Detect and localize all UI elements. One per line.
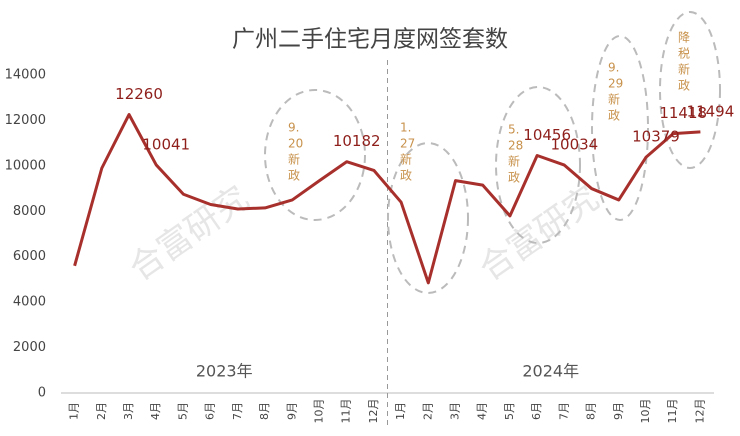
x-tick-label: 5月 xyxy=(176,402,189,420)
data-label: 10034 xyxy=(550,136,598,154)
annotation-text: 税 xyxy=(678,47,690,61)
x-tick-label: 7月 xyxy=(231,402,244,420)
x-tick-label: 8月 xyxy=(585,402,598,420)
annotation-text: 政 xyxy=(608,109,620,123)
x-tick-label: 1月 xyxy=(394,402,407,420)
x-tick-label: 9月 xyxy=(285,402,298,420)
x-tick-label: 6月 xyxy=(204,402,217,420)
annotation-ellipse xyxy=(264,89,366,221)
annotation-text: 20 xyxy=(288,137,303,151)
data-label: 10456 xyxy=(523,126,571,144)
x-tick-label: 3月 xyxy=(449,402,462,420)
x-tick-label: 10月 xyxy=(312,399,325,424)
data-label: 10182 xyxy=(333,132,381,150)
x-tick-label: 8月 xyxy=(258,402,271,420)
y-tick-label: 8000 xyxy=(13,204,46,219)
x-tick-label: 7月 xyxy=(557,402,570,420)
line xyxy=(73,113,701,285)
y-tick-label: 12000 xyxy=(5,113,46,128)
data-label: 12260 xyxy=(115,85,163,103)
x-tick-label: 5月 xyxy=(503,402,516,420)
annotation-text: 新 xyxy=(678,62,690,77)
annotation-text: 新 xyxy=(288,152,300,167)
annotation-text: 政 xyxy=(288,169,300,183)
annotation-text: 27 xyxy=(400,137,415,151)
x-tick-label: 11月 xyxy=(340,399,353,424)
data-label: 11418 xyxy=(659,104,707,122)
y-tick-label: 14000 xyxy=(5,68,46,83)
annotation-text: 新 xyxy=(400,152,412,167)
annotation-text: 1. xyxy=(400,121,411,135)
annotation-ellipse xyxy=(387,142,469,294)
data-label: 10041 xyxy=(142,135,190,153)
annotation-ellipse xyxy=(495,86,581,244)
y-tick-label: 6000 xyxy=(13,249,46,264)
y-tick-label: 2000 xyxy=(13,340,46,355)
x-tick-label: 11月 xyxy=(666,399,679,424)
chart-title: 广州二手住宅月度网签套数 xyxy=(232,27,508,53)
x-tick-label: 12月 xyxy=(367,399,380,424)
x-tick-label: 6月 xyxy=(530,402,543,420)
x-tick-label: 12月 xyxy=(693,399,706,424)
year-label: 2023年 xyxy=(196,362,253,381)
y-tick-label: 4000 xyxy=(13,295,46,310)
year-label: 2024年 xyxy=(522,362,579,381)
data-label: 11494 xyxy=(687,102,735,120)
annotation-text: 28 xyxy=(508,139,523,153)
annotation-text: 新 xyxy=(508,154,520,169)
annotation-text: 降 xyxy=(678,31,690,45)
annotation-ellipse xyxy=(659,11,721,169)
annotation-text: 政 xyxy=(678,79,690,93)
annotation-text: 政 xyxy=(400,169,412,183)
x-tick-label: 10月 xyxy=(639,399,652,424)
annotation-text: 29 xyxy=(608,77,623,91)
data-label: 10379 xyxy=(632,128,680,146)
x-tick-label: 1月 xyxy=(68,402,81,420)
annotation-text: 政 xyxy=(508,171,520,185)
x-tick-label: 2月 xyxy=(421,402,434,420)
x-tick-label: 4月 xyxy=(476,402,489,420)
x-tick-label: 2月 xyxy=(95,402,108,420)
annotation-text: 9. xyxy=(288,121,299,135)
y-tick-label: 10000 xyxy=(5,158,46,173)
annotation-ellipse xyxy=(591,35,649,221)
annotation-text: 新 xyxy=(608,92,620,107)
x-tick-label: 3月 xyxy=(122,402,135,420)
y-tick-label: 0 xyxy=(38,386,46,401)
annotation-text: 9. xyxy=(608,61,619,75)
annotation-text: 5. xyxy=(508,123,519,137)
x-tick-label: 9月 xyxy=(612,402,625,420)
x-tick-label: 4月 xyxy=(149,402,162,420)
